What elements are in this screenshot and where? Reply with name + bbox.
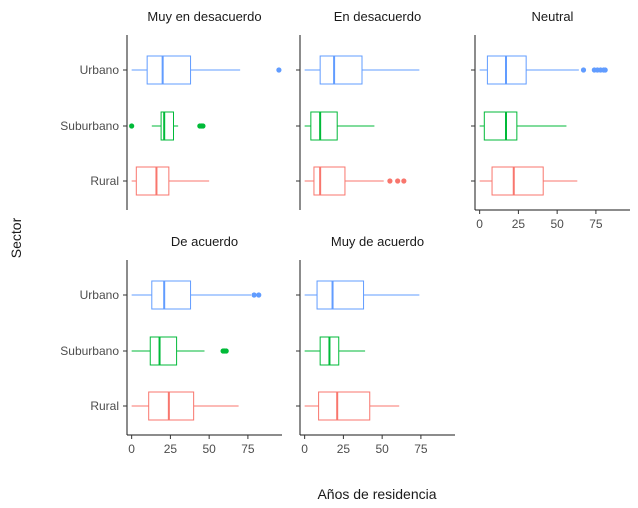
outlier-point: [200, 123, 206, 129]
x-tick-label: 50: [375, 442, 389, 456]
iqr-box: [319, 55, 363, 85]
box-neutral-suburbano: [479, 111, 567, 141]
panel-de-acuerdo: De acuerdo Urbano Suburbano Rural 0 25 50 75: [60, 234, 282, 456]
y-tick-label-suburbano: Suburbano: [60, 119, 119, 133]
x-tick-label: 0: [301, 442, 308, 456]
iqr-box: [491, 166, 544, 196]
x-tick-label: 50: [202, 442, 216, 456]
panel-title-muy-de-acuerdo: Muy de acuerdo: [331, 234, 424, 249]
box-neutral-urbano: [479, 55, 608, 85]
outlier-point: [276, 67, 282, 73]
box-en-desacuerdo-rural: [304, 166, 407, 196]
x-tick-label: 50: [550, 217, 564, 231]
box-muy-en-desacuerdo-suburbano: [129, 111, 206, 141]
box-de-acuerdo-suburbano: [131, 336, 229, 366]
box-de-acuerdo-urbano: [131, 280, 262, 310]
y-tick-label-suburbano: Suburbano: [60, 344, 119, 358]
x-tick-label: 25: [512, 217, 526, 231]
panel-title-muy-en-desacuerdo: Muy en desacuerdo: [147, 9, 261, 24]
box-en-desacuerdo-urbano: [304, 55, 420, 85]
outlier-point: [401, 178, 407, 184]
y-tick-label-urbano: Urbano: [80, 288, 120, 302]
box-muy-de-acuerdo-rural: [304, 391, 400, 421]
panel-muy-de-acuerdo: Muy de acuerdo 0 25 50 75: [296, 234, 455, 456]
iqr-box: [318, 391, 371, 421]
outlier-point: [129, 123, 135, 129]
iqr-box: [149, 336, 178, 366]
box-de-acuerdo-rural: [131, 391, 239, 421]
y-tick-label-rural: Rural: [90, 399, 119, 413]
y-tick-label-urbano: Urbano: [80, 63, 120, 77]
panel-title-en-desacuerdo: En desacuerdo: [334, 9, 421, 24]
iqr-box: [313, 166, 346, 196]
outlier-point: [256, 292, 262, 298]
iqr-box: [151, 280, 192, 310]
x-tick-label: 75: [589, 217, 603, 231]
iqr-box: [310, 111, 338, 141]
iqr-box: [483, 111, 518, 141]
panel-muy-en-desacuerdo: Muy en desacuerdo Urbano Suburbano Rural: [60, 9, 282, 210]
panel-title-neutral: Neutral: [532, 9, 574, 24]
iqr-box: [160, 111, 175, 141]
y-axis-title: Sector: [8, 217, 24, 258]
panel-neutral: Neutral 0 25 50 75: [471, 9, 630, 231]
box-neutral-rural: [479, 166, 578, 196]
x-tick-label: 25: [164, 442, 178, 456]
x-tick-label: 75: [241, 442, 255, 456]
box-muy-en-desacuerdo-rural: [131, 166, 210, 196]
x-axis-title: Años de residencia: [317, 486, 436, 502]
facet-panels: Muy en desacuerdo Urbano Suburbano Rural En …: [60, 9, 630, 456]
box-muy-de-acuerdo-urbano: [304, 280, 420, 310]
box-muy-en-desacuerdo-urbano: [131, 55, 282, 85]
x-tick-label: 0: [476, 217, 483, 231]
x-tick-label: 0: [128, 442, 135, 456]
outlier-point: [251, 292, 257, 298]
x-tick-label: 25: [337, 442, 351, 456]
outlier-point: [580, 67, 587, 73]
panel-title-de-acuerdo: De acuerdo: [171, 234, 238, 249]
iqr-box: [146, 55, 192, 85]
outlier-point: [395, 178, 401, 184]
iqr-box: [316, 280, 365, 310]
outlier-point: [387, 178, 393, 184]
y-tick-label-rural: Rural: [90, 174, 119, 188]
outlier-point: [223, 348, 229, 354]
x-tick-label: 75: [414, 442, 428, 456]
box-muy-de-acuerdo-suburbano: [304, 336, 366, 366]
panel-en-desacuerdo: En desacuerdo: [296, 9, 421, 210]
iqr-box: [135, 166, 170, 196]
box-en-desacuerdo-suburbano: [304, 111, 375, 141]
outlier-point: [602, 67, 608, 73]
iqr-box: [148, 391, 195, 421]
